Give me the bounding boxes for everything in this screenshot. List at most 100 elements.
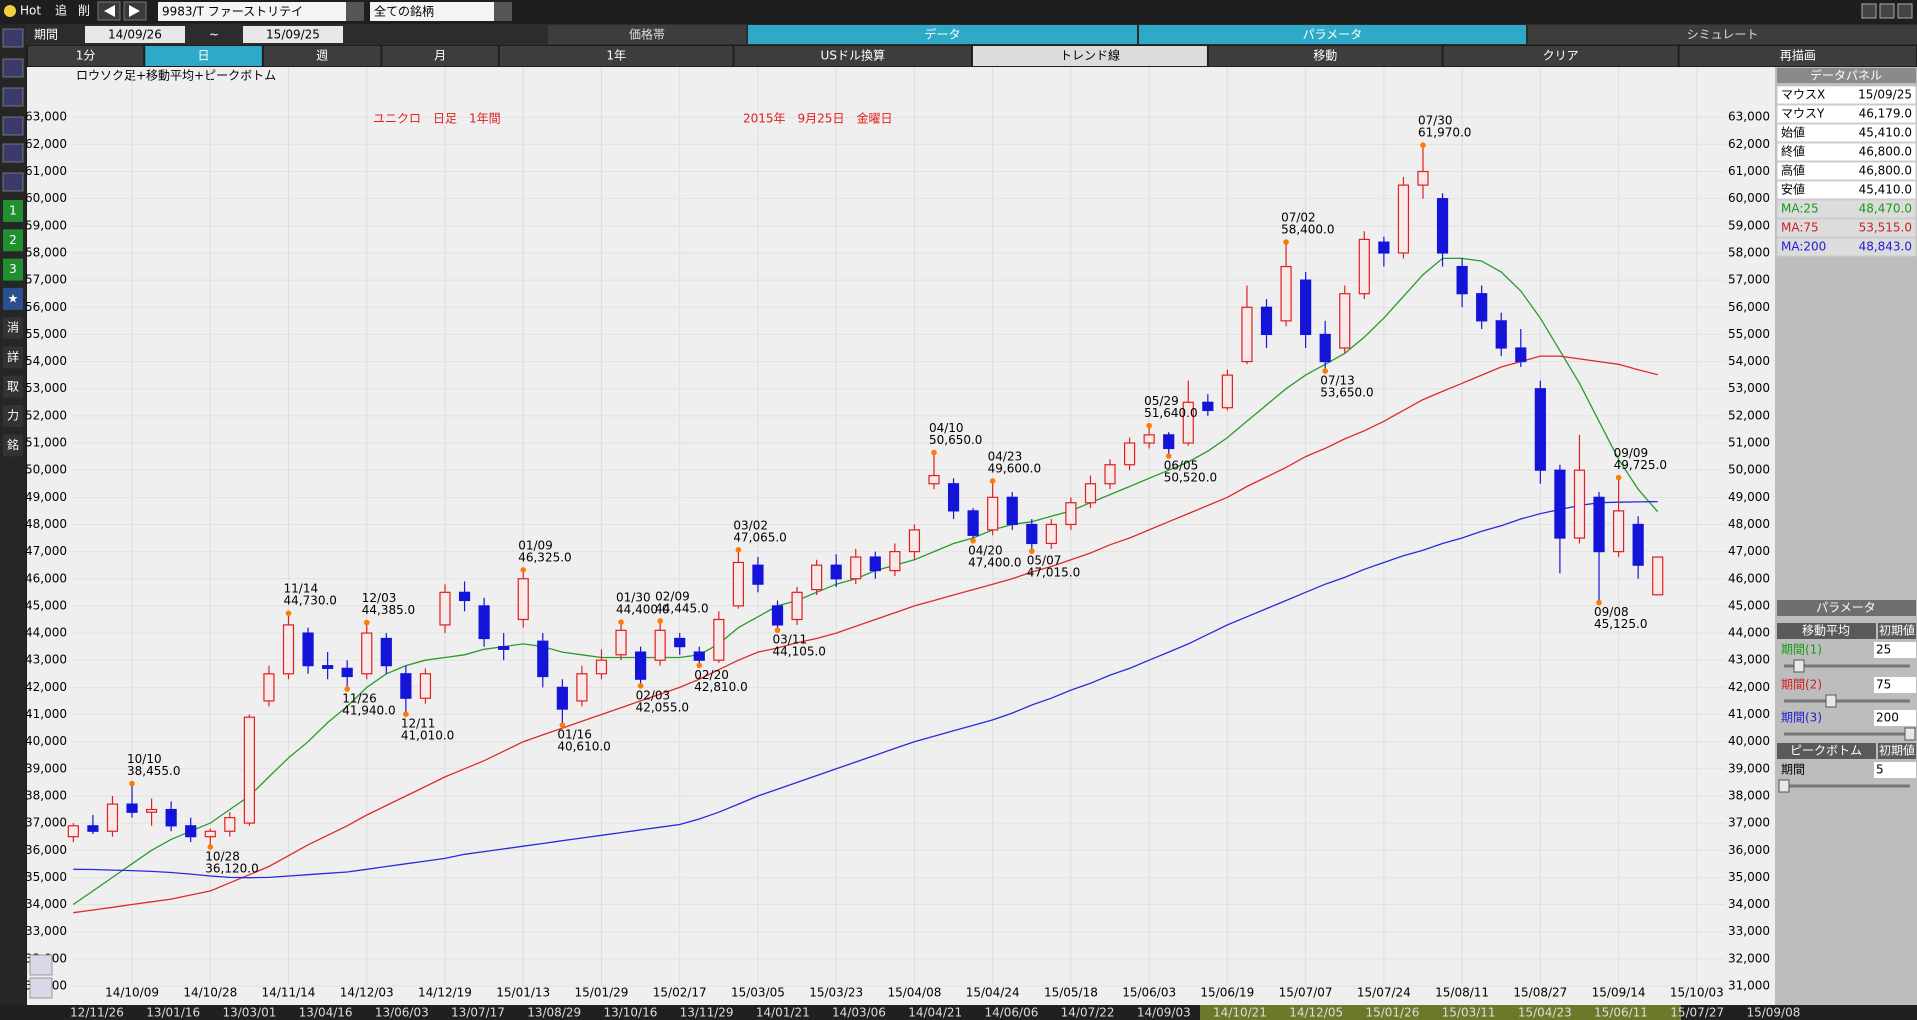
candle-body	[850, 556, 862, 580]
slider-knob[interactable]	[1904, 727, 1916, 741]
candle-body	[1300, 279, 1312, 336]
range-button[interactable]	[1679, 46, 1917, 66]
timeline-label: 14/04/21	[908, 1006, 962, 1020]
candle-body	[713, 618, 725, 661]
range-button[interactable]	[27, 46, 144, 66]
side-icon[interactable]	[3, 287, 23, 310]
peak-value: 41,010.0	[401, 729, 454, 743]
peak-date: 10/10	[127, 752, 162, 766]
candle-body	[869, 556, 881, 572]
param-value-box[interactable]	[1874, 677, 1916, 693]
range-button-label: 週	[316, 49, 328, 63]
hot-icon	[4, 5, 16, 17]
param-value: 75	[1876, 678, 1891, 692]
peak-date: 09/09	[1614, 446, 1649, 460]
range-button[interactable]	[145, 46, 262, 66]
peak-date: 11/26	[342, 691, 377, 705]
side-icon[interactable]	[3, 375, 23, 398]
tab[interactable]	[1528, 25, 1917, 44]
y-tick-label: 56,000	[25, 300, 67, 314]
range-button[interactable]	[972, 46, 1207, 66]
param-header-bg[interactable]	[1878, 623, 1916, 639]
data-row	[1776, 142, 1917, 162]
peak-date: 09/08	[1594, 605, 1629, 619]
slider-knob[interactable]	[1793, 659, 1805, 673]
candle-body	[400, 673, 412, 699]
tool-icon[interactable]	[2, 28, 24, 48]
period-to[interactable]	[243, 26, 343, 43]
maximize-button[interactable]	[1879, 3, 1895, 19]
range-button[interactable]	[1208, 46, 1442, 66]
dropdown[interactable]	[494, 2, 512, 21]
side-icon[interactable]	[3, 434, 23, 457]
side-icon[interactable]	[3, 317, 23, 340]
tab[interactable]	[748, 25, 1137, 44]
timeline-label: 13/04/16	[299, 1006, 353, 1020]
tab[interactable]	[548, 25, 746, 44]
peak-date: 04/23	[988, 450, 1023, 464]
range-button[interactable]	[382, 46, 498, 66]
range-button[interactable]	[1443, 46, 1678, 66]
minimize-button[interactable]	[1861, 3, 1877, 19]
param-value-box[interactable]	[1874, 710, 1916, 726]
param-header: 移動平均	[1802, 624, 1850, 638]
side-icon[interactable]	[3, 258, 23, 281]
tab-label: 価格帯	[629, 27, 665, 42]
slider-knob[interactable]	[1825, 694, 1837, 708]
param-value-box[interactable]	[1874, 762, 1916, 778]
tool-icon[interactable]	[2, 143, 24, 163]
candle-body	[556, 686, 568, 710]
tab-label: パラメータ	[1303, 28, 1363, 42]
timeline-label: 14/06/06	[984, 1006, 1038, 1020]
candle-body	[1378, 241, 1390, 254]
side-icon[interactable]	[3, 405, 23, 428]
peak-value: 44,105.0	[773, 645, 826, 659]
tool-icon[interactable]	[2, 58, 24, 78]
data-value: 15/09/25	[1858, 88, 1912, 102]
timeline-range[interactable]	[1200, 1005, 1681, 1020]
range-button-label: 移動	[1313, 49, 1337, 63]
x-tick-label: 15/06/19	[1200, 986, 1254, 1000]
peak-marker	[1420, 142, 1426, 148]
timeline-label: 15/03/11	[1442, 1006, 1496, 1020]
x-tick-label: 14/11/14	[262, 986, 316, 1000]
peak-marker	[1165, 453, 1172, 459]
data-key: MA:25	[1781, 202, 1819, 216]
universe-box[interactable]	[370, 2, 494, 21]
range-button[interactable]	[263, 46, 381, 66]
period-from[interactable]	[85, 26, 185, 43]
close-button[interactable]	[1897, 3, 1913, 19]
candle-body	[1104, 464, 1116, 485]
tool-icon[interactable]	[2, 172, 24, 192]
data-key: 終値	[1781, 144, 1805, 159]
range-button[interactable]	[499, 46, 733, 66]
candle-body	[889, 551, 901, 572]
candle-body	[67, 825, 79, 838]
param-header-bg[interactable]	[1878, 743, 1916, 759]
tab[interactable]	[1139, 25, 1526, 44]
mini-icon[interactable]	[29, 977, 53, 999]
y-tick-label: 58,000	[25, 245, 67, 259]
peak-marker	[1615, 474, 1622, 481]
dropdown[interactable]	[346, 2, 364, 21]
timeline-label: 15/01/26	[1365, 1006, 1419, 1020]
tool-icon[interactable]	[2, 116, 24, 136]
y-tick-label: 37,000	[1728, 816, 1770, 830]
peak-date: 05/29	[1144, 394, 1179, 408]
y-tick-label: 44,000	[25, 626, 67, 640]
side-icon[interactable]	[3, 200, 23, 222]
mini-icon[interactable]	[29, 954, 53, 976]
range-button-label: トレンド線	[1060, 48, 1120, 63]
y-tick-label: 33,000	[25, 924, 67, 938]
candle-body	[1221, 374, 1233, 409]
side-icon[interactable]	[3, 346, 23, 369]
param-value-box[interactable]	[1874, 642, 1916, 658]
slider-knob[interactable]	[1778, 779, 1790, 793]
symbol-box[interactable]	[158, 2, 346, 21]
side-icon[interactable]	[3, 229, 23, 252]
y-tick-label: 49,000	[1728, 490, 1770, 504]
range-button[interactable]	[734, 46, 971, 66]
tool-icon[interactable]	[2, 87, 24, 107]
timeline-label: 14/12/05	[1289, 1006, 1343, 1020]
timeline-label: 13/07/17	[451, 1006, 505, 1020]
